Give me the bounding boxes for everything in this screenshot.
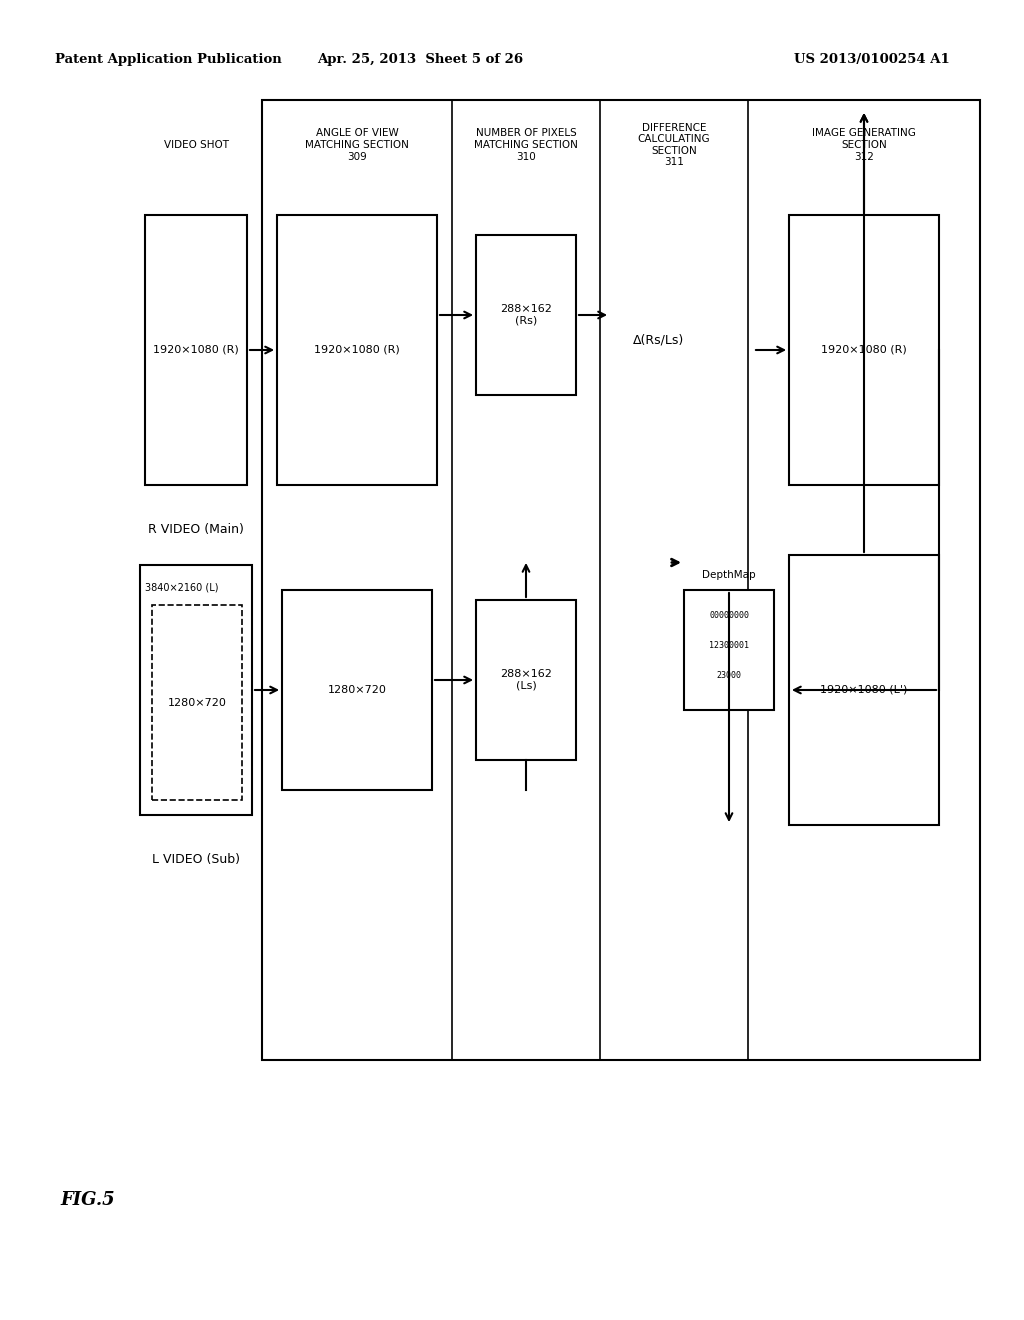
Text: 1920×1080 (R): 1920×1080 (R) [821, 345, 907, 355]
Text: 1280×720: 1280×720 [328, 685, 386, 696]
Text: L VIDEO (Sub): L VIDEO (Sub) [152, 854, 240, 866]
Text: DepthMap: DepthMap [702, 570, 756, 579]
Text: 00000000: 00000000 [709, 610, 749, 619]
Text: 288×162
(Ls): 288×162 (Ls) [500, 669, 552, 690]
Bar [790, 554, 939, 825]
Text: 12300001: 12300001 [709, 640, 749, 649]
Text: IMAGE GENERATING
SECTION
312: IMAGE GENERATING SECTION 312 [812, 128, 915, 161]
Text: 1920×1080 (R): 1920×1080 (R) [314, 345, 400, 355]
Text: VIDEO SHOT: VIDEO SHOT [164, 140, 228, 150]
Text: R VIDEO (Main): R VIDEO (Main) [148, 524, 244, 536]
Text: 3840×2160 (L): 3840×2160 (L) [145, 582, 218, 591]
Bar [145, 215, 247, 484]
Bar [152, 605, 242, 800]
Bar [790, 215, 939, 484]
Text: 1920×1080 (R): 1920×1080 (R) [154, 345, 239, 355]
Text: Apr. 25, 2013  Sheet 5 of 26: Apr. 25, 2013 Sheet 5 of 26 [317, 54, 523, 66]
Bar [262, 100, 980, 1060]
Text: DIFFERENCE
CALCULATING
SECTION
311: DIFFERENCE CALCULATING SECTION 311 [638, 123, 711, 168]
Text: Patent Application Publication: Patent Application Publication [55, 54, 282, 66]
Text: 23000: 23000 [717, 671, 741, 680]
Text: 1280×720: 1280×720 [168, 697, 226, 708]
Bar [282, 590, 432, 789]
Bar [684, 590, 774, 710]
Text: 288×162
(Rs): 288×162 (Rs) [500, 304, 552, 326]
Bar [476, 601, 575, 760]
Bar [278, 215, 437, 484]
Text: FIG.5: FIG.5 [60, 1191, 115, 1209]
Text: NUMBER OF PIXELS
MATCHING SECTION
310: NUMBER OF PIXELS MATCHING SECTION 310 [474, 128, 578, 161]
Text: Δ(Rs/Ls): Δ(Rs/Ls) [634, 334, 685, 346]
Text: 1920×1080 (L'): 1920×1080 (L') [820, 685, 907, 696]
Bar [140, 565, 252, 814]
Text: US 2013/0100254 A1: US 2013/0100254 A1 [795, 54, 950, 66]
Bar [476, 235, 575, 395]
Text: ANGLE OF VIEW
MATCHING SECTION
309: ANGLE OF VIEW MATCHING SECTION 309 [305, 128, 409, 161]
